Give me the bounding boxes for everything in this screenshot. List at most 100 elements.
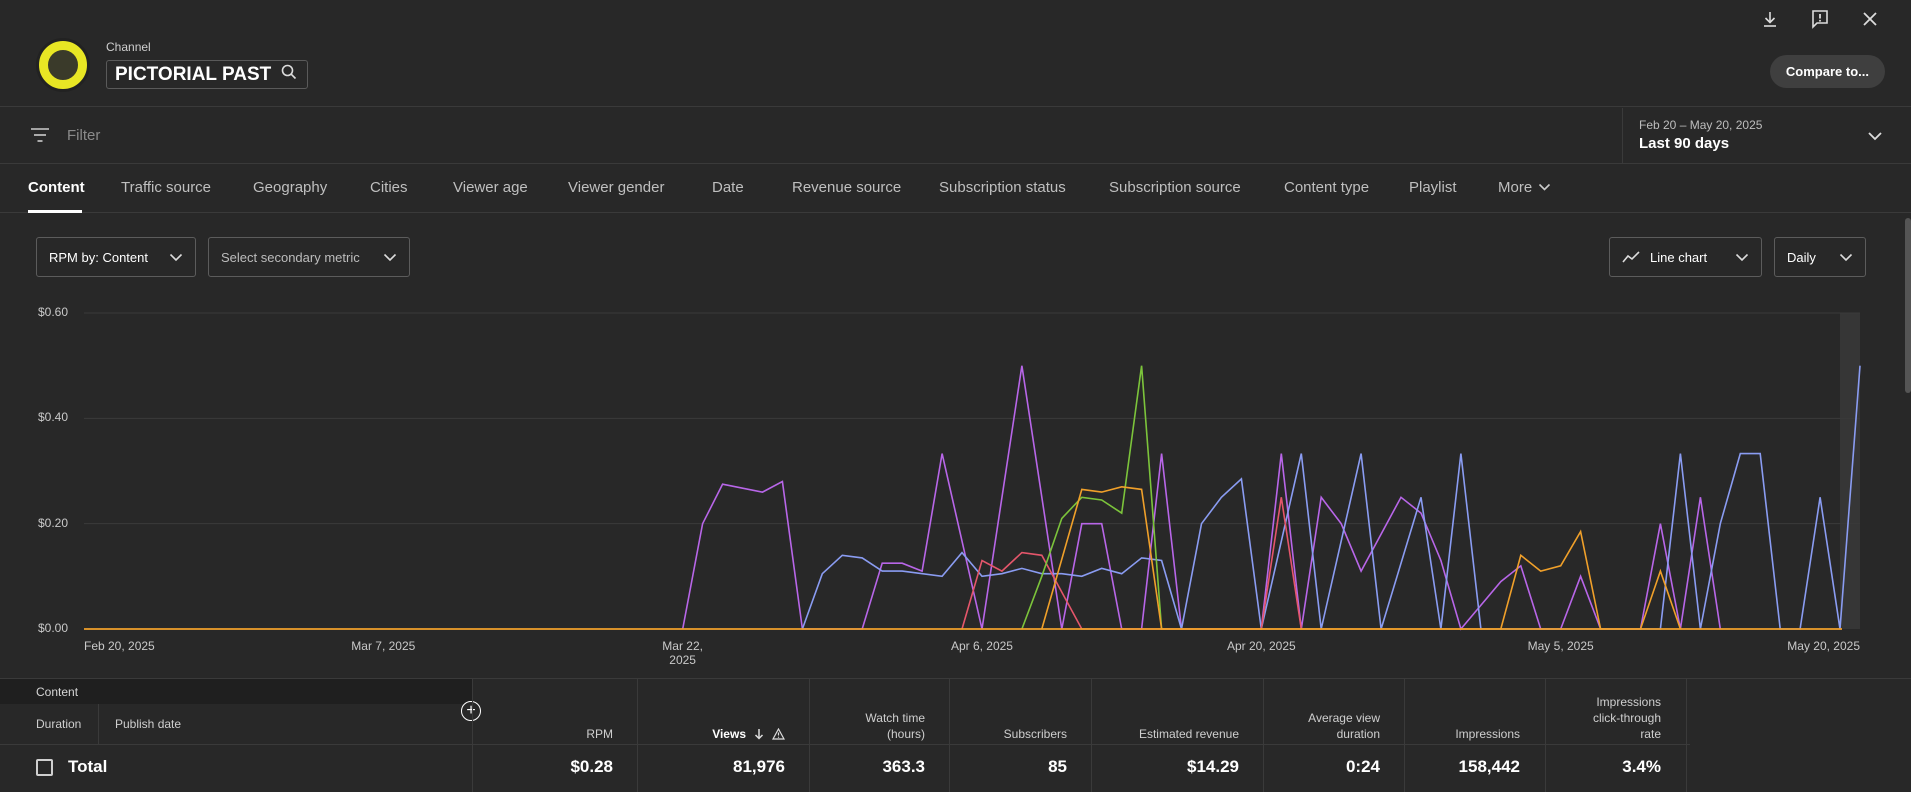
channel-name: PICTORIAL PAST bbox=[115, 63, 272, 85]
column-header-3[interactable]: Watch time (hours) bbox=[865, 711, 925, 741]
primary-metric-label: RPM by: Content bbox=[49, 249, 148, 265]
tab-geography[interactable]: Geography bbox=[253, 179, 328, 196]
chevron-down-icon bbox=[1735, 253, 1749, 261]
y-tick-label: $0.40 bbox=[37, 410, 68, 425]
rpm-line-chart bbox=[84, 312, 1861, 631]
column-header-8[interactable]: Impressions click-through rate bbox=[1592, 695, 1661, 741]
y-tick-label: $0.20 bbox=[37, 515, 68, 530]
tab-viewer-gender[interactable]: Viewer gender bbox=[568, 179, 665, 196]
column-header-6[interactable]: Average view duration bbox=[1308, 711, 1380, 741]
column-header-1[interactable]: RPM bbox=[586, 727, 613, 741]
header: Channel PICTORIAL PAST Compare to... bbox=[0, 0, 1911, 107]
chart-type-dropdown[interactable]: Line chart bbox=[1609, 237, 1762, 277]
column-separator bbox=[809, 679, 810, 792]
total-value-6: 0:24 bbox=[1345, 757, 1380, 776]
total-value-8: 3.4% bbox=[1622, 757, 1661, 776]
total-value-1: $0.28 bbox=[570, 757, 613, 776]
interval-label: Daily bbox=[1787, 249, 1816, 265]
column-separator bbox=[637, 679, 638, 792]
series-line-5[interactable] bbox=[1041, 485, 1682, 630]
tab-playlist[interactable]: Playlist bbox=[1409, 179, 1457, 196]
tab-viewer-age[interactable]: Viewer age bbox=[453, 179, 528, 196]
x-tick-label: Mar 22, 2025 bbox=[662, 639, 703, 667]
dimension-tabs: Content Traffic source Geography Cities … bbox=[0, 165, 1911, 213]
y-tick-label: $0.60 bbox=[37, 305, 68, 319]
total-value-2: 81,976 bbox=[733, 757, 785, 776]
total-value-7: 158,442 bbox=[1458, 757, 1520, 776]
download-icon[interactable] bbox=[1759, 8, 1781, 30]
tab-revenue-source[interactable]: Revenue source bbox=[792, 179, 902, 196]
x-tick-label: Mar 7, 2025 bbox=[351, 639, 416, 653]
series-line-1[interactable] bbox=[681, 365, 1722, 631]
duration-header[interactable]: Duration bbox=[36, 717, 82, 731]
date-range-text: Feb 20 – May 20, 2025 bbox=[1639, 118, 1763, 132]
channel-logo bbox=[36, 38, 90, 92]
hover-band bbox=[1840, 313, 1860, 629]
tab-subscription-status[interactable]: Subscription status bbox=[939, 179, 1066, 196]
column-header-2[interactable]: Views bbox=[712, 726, 785, 742]
column-header-5[interactable]: Estimated revenue bbox=[1138, 727, 1239, 741]
channel-label: Channel bbox=[106, 40, 151, 54]
column-separator bbox=[472, 679, 473, 792]
content-header-label: Content bbox=[36, 685, 79, 699]
total-label: Total bbox=[68, 757, 108, 776]
primary-metric-dropdown[interactable]: RPM by: Content bbox=[36, 237, 196, 277]
x-tick-label: Feb 20, 2025 bbox=[84, 639, 155, 653]
tab-traffic-source[interactable]: Traffic source bbox=[121, 179, 212, 196]
content-column-header: Content bbox=[0, 679, 472, 704]
total-value-4: 85 bbox=[1048, 757, 1067, 776]
close-icon[interactable] bbox=[1859, 8, 1881, 30]
filter-icon[interactable] bbox=[30, 127, 50, 148]
content-table: Content Duration Publish date + RPM Views… bbox=[0, 678, 1911, 792]
tab-date[interactable]: Date bbox=[712, 179, 744, 196]
series-line-3[interactable] bbox=[961, 497, 1303, 630]
tab-cities[interactable]: Cities bbox=[370, 179, 408, 196]
date-range-label: Last 90 days bbox=[1639, 135, 1730, 152]
x-tick-label: Apr 20, 2025 bbox=[1226, 639, 1296, 653]
chevron-down-icon bbox=[383, 253, 397, 261]
page-scrollbar[interactable] bbox=[1905, 218, 1911, 393]
line-chart-icon bbox=[1622, 251, 1640, 263]
x-tick-label: May 5, 2025 bbox=[1527, 639, 1594, 653]
total-value-5: $14.29 bbox=[1187, 757, 1239, 776]
x-tick-label: May 20, 2025 bbox=[1787, 639, 1860, 653]
chevron-down-icon bbox=[1839, 253, 1853, 261]
warning-icon bbox=[772, 728, 785, 740]
tab-more-label: More bbox=[1498, 179, 1533, 196]
column-separator bbox=[949, 679, 950, 792]
filter-input[interactable]: Filter bbox=[67, 127, 101, 144]
add-column-button[interactable]: + bbox=[461, 701, 481, 721]
date-range-selector[interactable]: Feb 20 – May 20, 2025 Last 90 days bbox=[1622, 108, 1911, 164]
chart-type-label: Line chart bbox=[1650, 249, 1708, 265]
channel-selector[interactable]: PICTORIAL PAST bbox=[106, 60, 309, 89]
sort-down-icon bbox=[754, 729, 764, 740]
chevron-down-icon bbox=[1539, 183, 1551, 191]
tab-subscription-source[interactable]: Subscription source bbox=[1109, 179, 1241, 196]
filter-bar: Filter Feb 20 – May 20, 2025 Last 90 day… bbox=[0, 108, 1911, 164]
search-icon bbox=[281, 64, 297, 85]
publish-date-header[interactable]: Publish date bbox=[115, 717, 182, 731]
x-tick-label: Apr 6, 2025 bbox=[950, 639, 1013, 653]
total-value-3: 363.3 bbox=[882, 757, 925, 776]
column-header-7[interactable]: Impressions bbox=[1455, 727, 1520, 741]
tab-more[interactable]: More bbox=[1498, 179, 1551, 196]
column-separator bbox=[1686, 679, 1687, 792]
feedback-icon[interactable] bbox=[1809, 8, 1831, 30]
column-header-4[interactable]: Subscribers bbox=[1003, 727, 1067, 741]
series-line-4[interactable] bbox=[1021, 365, 1163, 630]
interval-dropdown[interactable]: Daily bbox=[1774, 237, 1866, 277]
active-tab-indicator bbox=[28, 210, 82, 213]
tab-content[interactable]: Content bbox=[28, 179, 85, 196]
y-tick-label: $0.00 bbox=[37, 621, 68, 635]
column-separator bbox=[1091, 679, 1092, 792]
secondary-metric-dropdown[interactable]: Select secondary metric bbox=[208, 237, 410, 277]
series-line-2[interactable] bbox=[801, 365, 1861, 630]
tab-content-type[interactable]: Content type bbox=[1284, 179, 1370, 196]
chevron-down-icon bbox=[169, 253, 183, 261]
compare-button[interactable]: Compare to... bbox=[1769, 55, 1885, 88]
secondary-metric-label: Select secondary metric bbox=[221, 249, 360, 265]
total-row: Total bbox=[0, 744, 1690, 792]
column-separator bbox=[1263, 679, 1264, 792]
total-checkbox[interactable] bbox=[36, 759, 53, 776]
